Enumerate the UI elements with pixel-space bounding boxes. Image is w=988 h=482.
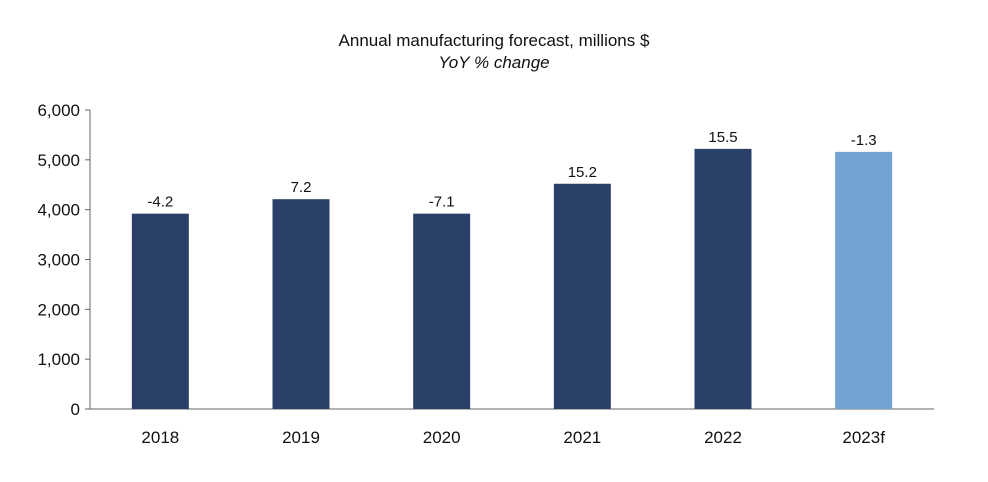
y-tick-label: 3,000 xyxy=(37,251,80,270)
x-tick-label: 2023f xyxy=(842,428,885,447)
labels: -4.2 2018 7.2 2019 -7.1 2020 15.2 2021 15.5 2022 -… xyxy=(141,129,885,447)
axes: 0 1,000 2,000 3,000 4,000 5,000 6,000 xyxy=(37,101,934,419)
bar xyxy=(272,199,330,409)
x-tick-label: 2022 xyxy=(704,428,742,447)
x-tick-label: 2021 xyxy=(563,428,601,447)
y-tick-label: 4,000 xyxy=(37,201,80,220)
y-tick-label: 5,000 xyxy=(37,151,80,170)
y-tick-label: 6,000 xyxy=(37,101,80,120)
data-label: 7.2 xyxy=(291,179,312,196)
x-tick-label: 2018 xyxy=(141,428,179,447)
x-tick-label: 2019 xyxy=(282,428,320,447)
bar xyxy=(694,148,752,409)
bar xyxy=(553,183,611,409)
chart-subtitle: YoY % change xyxy=(438,53,550,72)
y-tick-label: 1,000 xyxy=(37,350,80,369)
data-label: -4.2 xyxy=(147,194,173,211)
chart-title: Annual manufacturing forecast, millions … xyxy=(338,31,650,50)
bar xyxy=(835,151,893,410)
data-label: -1.3 xyxy=(851,132,877,149)
data-label: -7.1 xyxy=(429,194,455,211)
bar xyxy=(413,213,471,409)
data-label: 15.2 xyxy=(568,164,597,181)
bar xyxy=(131,213,189,409)
data-label: 15.5 xyxy=(708,129,737,146)
y-tick-label: 0 xyxy=(71,400,80,419)
bars xyxy=(131,148,893,410)
y-tick-label: 2,000 xyxy=(37,300,80,319)
x-tick-label: 2020 xyxy=(423,428,461,447)
